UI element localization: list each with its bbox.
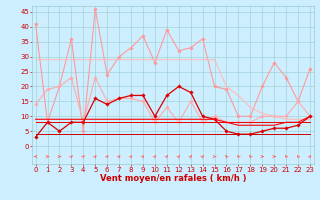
X-axis label: Vent moyen/en rafales ( km/h ): Vent moyen/en rafales ( km/h )	[100, 174, 246, 183]
